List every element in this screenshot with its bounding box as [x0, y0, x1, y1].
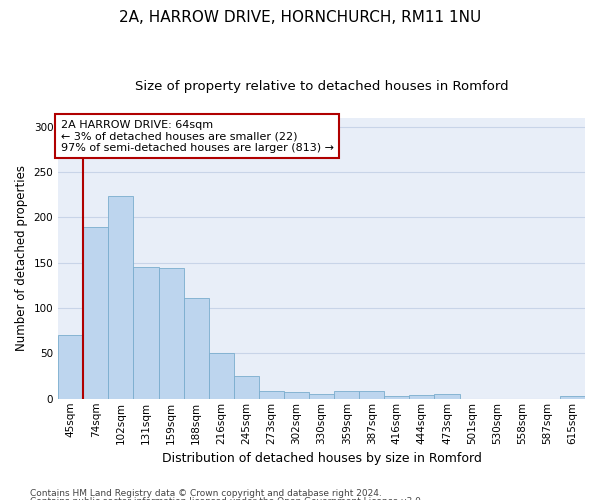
Bar: [209, 354, 234, 399]
Bar: [334, 390, 359, 399]
Bar: [409, 395, 434, 399]
Title: Size of property relative to detached houses in Romford: Size of property relative to detached ho…: [135, 80, 508, 93]
Bar: [385, 396, 409, 399]
Bar: [133, 268, 158, 399]
X-axis label: Distribution of detached houses by size in Romford: Distribution of detached houses by size …: [161, 452, 482, 465]
Bar: [158, 268, 184, 399]
Bar: [109, 196, 133, 399]
Bar: [259, 390, 284, 399]
Bar: [434, 394, 460, 399]
Bar: [234, 376, 259, 399]
Text: Contains public sector information licensed under the Open Government Licence v3: Contains public sector information licen…: [30, 497, 424, 500]
Text: 2A HARROW DRIVE: 64sqm
← 3% of detached houses are smaller (22)
97% of semi-deta: 2A HARROW DRIVE: 64sqm ← 3% of detached …: [61, 120, 334, 153]
Bar: [58, 336, 83, 399]
Bar: [284, 392, 309, 399]
Text: 2A, HARROW DRIVE, HORNCHURCH, RM11 1NU: 2A, HARROW DRIVE, HORNCHURCH, RM11 1NU: [119, 10, 481, 25]
Text: Contains HM Land Registry data © Crown copyright and database right 2024.: Contains HM Land Registry data © Crown c…: [30, 488, 382, 498]
Bar: [184, 298, 209, 399]
Bar: [309, 394, 334, 399]
Bar: [560, 396, 585, 399]
Bar: [83, 226, 109, 399]
Y-axis label: Number of detached properties: Number of detached properties: [15, 166, 28, 352]
Bar: [359, 390, 385, 399]
